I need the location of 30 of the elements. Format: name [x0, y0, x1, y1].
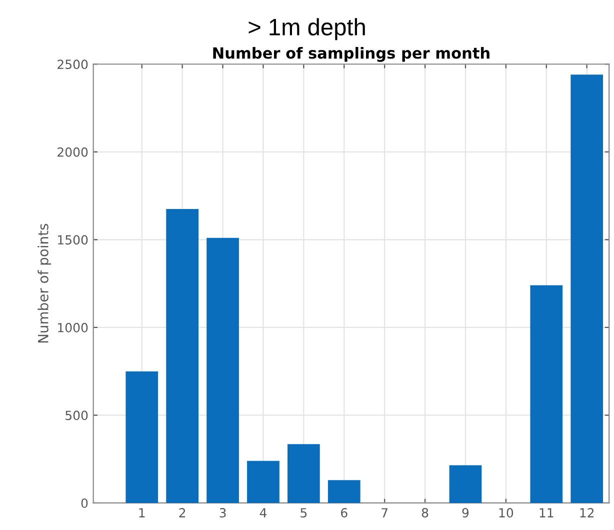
- x-tick-label: 9: [462, 508, 469, 518]
- x-tick-label: 5: [300, 508, 307, 518]
- y-tick-label: 0: [81, 498, 88, 508]
- bar: [287, 444, 320, 503]
- x-tick-label: 11: [540, 508, 554, 518]
- x-tick-label: 1: [139, 508, 145, 518]
- y-tick-label: 1500: [58, 235, 88, 245]
- x-tick-label: 10: [499, 508, 514, 518]
- x-tick-label: 7: [382, 508, 388, 518]
- x-tick-label: 8: [422, 508, 428, 518]
- y-tick-label: 500: [66, 410, 88, 420]
- bar: [166, 208, 199, 503]
- x-tick-label: 2: [179, 508, 186, 518]
- y-axis-title: Number of points: [38, 224, 52, 343]
- bar: [126, 371, 158, 503]
- y-tick-label: 2000: [58, 147, 88, 157]
- bar: [206, 238, 239, 503]
- bar: [570, 74, 604, 503]
- y-tick-label: 1000: [58, 322, 88, 332]
- y-tick-label: 2500: [58, 60, 88, 70]
- bar: [449, 465, 482, 503]
- x-tick-label: 12: [580, 508, 594, 518]
- x-tick-label: 4: [260, 508, 266, 518]
- chart-subtitle: Number of samplings per month: [213, 46, 490, 62]
- bar: [247, 460, 280, 503]
- bar: [328, 480, 360, 503]
- chart-title: > 1m depth: [248, 18, 365, 40]
- bar: [530, 285, 563, 503]
- x-tick-label: 6: [341, 508, 348, 518]
- x-tick-label: 3: [220, 508, 226, 518]
